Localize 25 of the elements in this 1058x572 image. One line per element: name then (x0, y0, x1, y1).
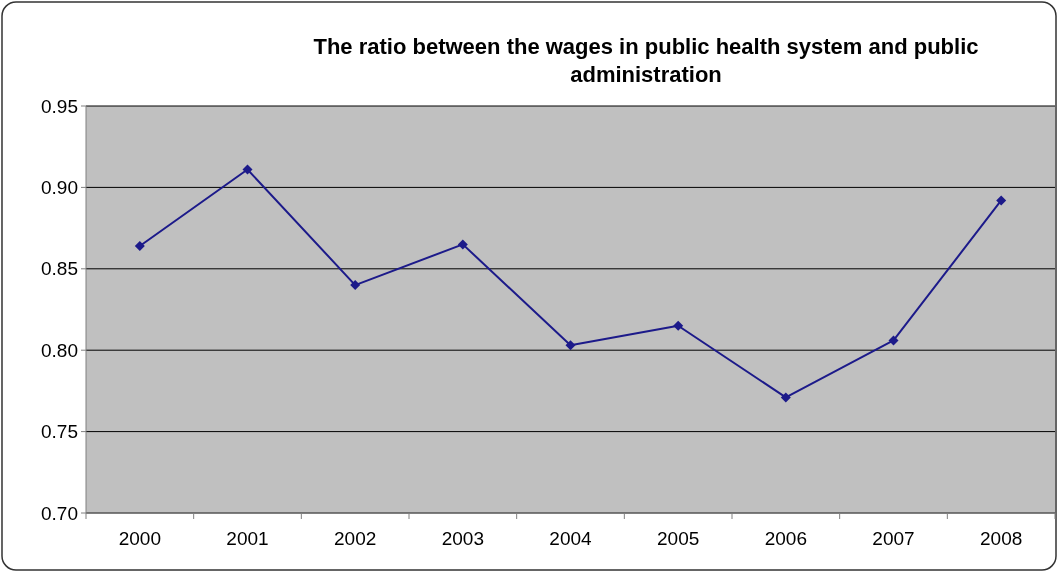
x-tick-label: 2004 (549, 528, 593, 549)
point (673, 320, 684, 331)
point (242, 164, 253, 175)
x-tick-label: 2003 (441, 528, 484, 549)
x-tick-label: 2000 (118, 528, 161, 549)
point (888, 335, 899, 346)
chart-title: The ratio between the wages in public health system and public administration (313, 34, 979, 87)
point (350, 280, 361, 291)
y-tick-label: 0.75 (41, 421, 78, 443)
x-tick-label: 2006 (764, 528, 807, 549)
point (457, 239, 468, 250)
x-tick-label: 2001 (226, 528, 269, 549)
y-tick-label: 0.95 (41, 95, 78, 117)
y-tick-label: 0.80 (41, 339, 78, 361)
x-tick-label: 2005 (657, 528, 700, 549)
x-tick-label: 2008 (980, 528, 1023, 549)
y-tick-label: 0.90 (41, 177, 78, 199)
x-tick-label: 2007 (872, 528, 915, 549)
y-tick-label: 0.70 (41, 502, 78, 524)
x-tick-label: 2002 (334, 528, 377, 549)
point (565, 340, 576, 351)
y-tick-label: 0.85 (41, 258, 78, 280)
point (996, 195, 1007, 206)
point (780, 392, 791, 403)
point (134, 241, 145, 252)
